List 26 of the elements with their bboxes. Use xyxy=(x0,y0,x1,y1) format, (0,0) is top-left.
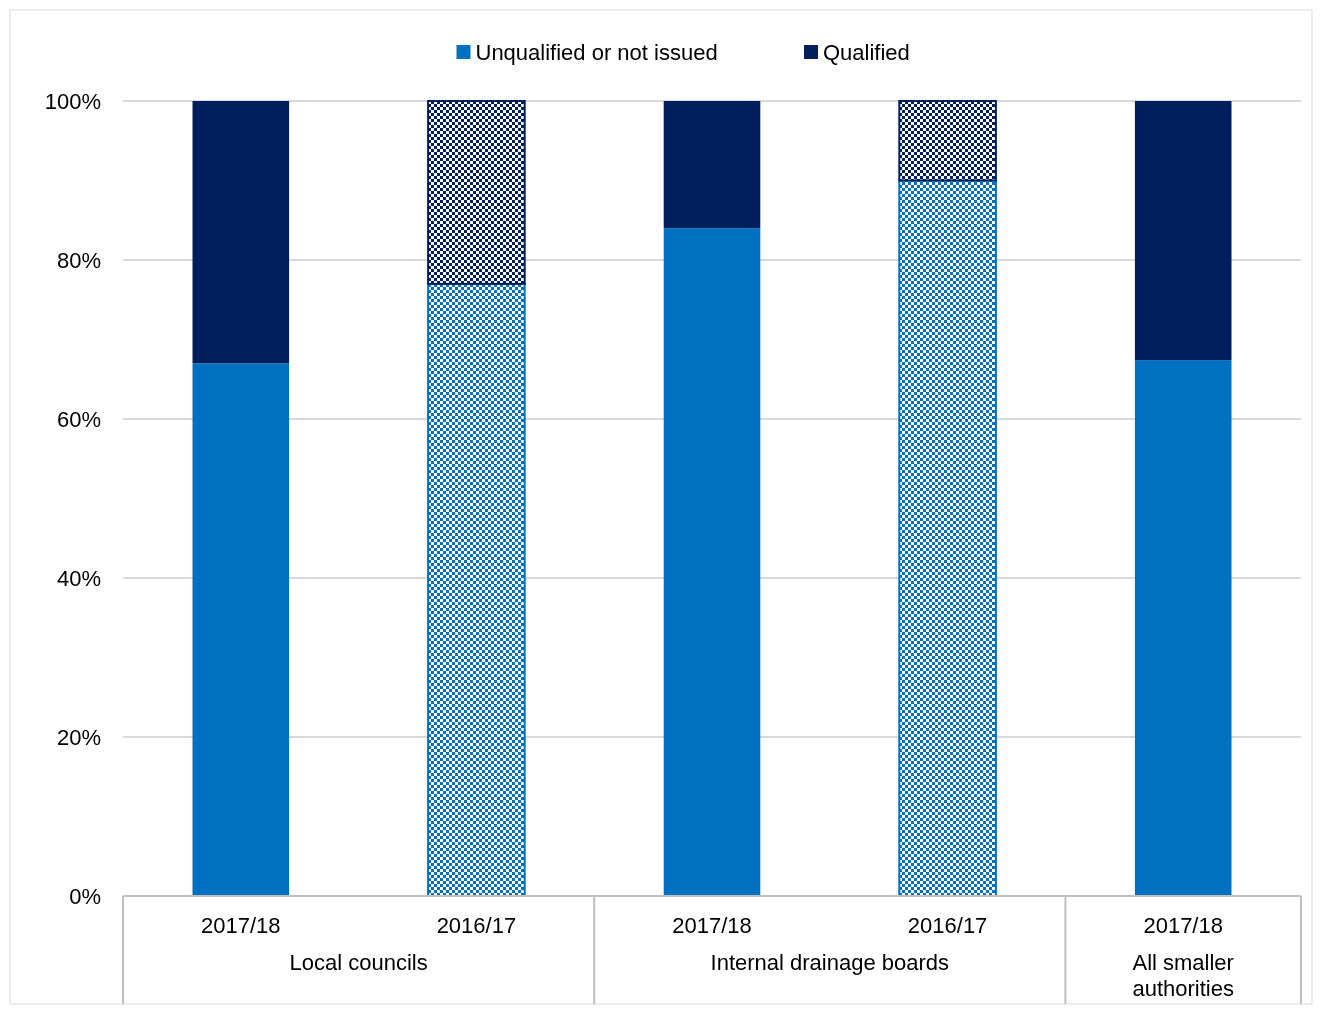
text: All smaller authorities xyxy=(1132,950,1234,1001)
bar xyxy=(898,100,997,182)
bar xyxy=(427,100,526,285)
x-tick-label: 2016/17 xyxy=(907,913,988,938)
y-tick-label: 100% xyxy=(44,88,101,114)
bar xyxy=(663,101,761,229)
y-tick-label: 60% xyxy=(56,406,101,432)
x-tick-label: 2017/18 xyxy=(201,913,281,938)
legend-label: Unqualified or not issued xyxy=(475,39,718,65)
bar xyxy=(192,101,290,364)
x-tick-label: 2017/18 xyxy=(1143,913,1223,938)
legend-label: Qualified xyxy=(823,39,910,65)
y-tick-label: 20% xyxy=(56,724,101,750)
x-tick-label: 2017/18 xyxy=(672,913,752,938)
bar xyxy=(1134,101,1232,361)
bar xyxy=(427,282,526,897)
bar xyxy=(663,228,761,896)
text: Internal drainage boards xyxy=(710,950,950,975)
x-tick-label: 2016/17 xyxy=(436,913,517,938)
bar xyxy=(192,363,290,896)
text: Local councils xyxy=(289,950,428,975)
y-tick-label: 40% xyxy=(56,565,101,591)
y-tick-label: 80% xyxy=(56,247,101,273)
bar xyxy=(898,179,997,897)
bar xyxy=(1134,360,1232,896)
y-tick-label: 0% xyxy=(69,883,101,909)
